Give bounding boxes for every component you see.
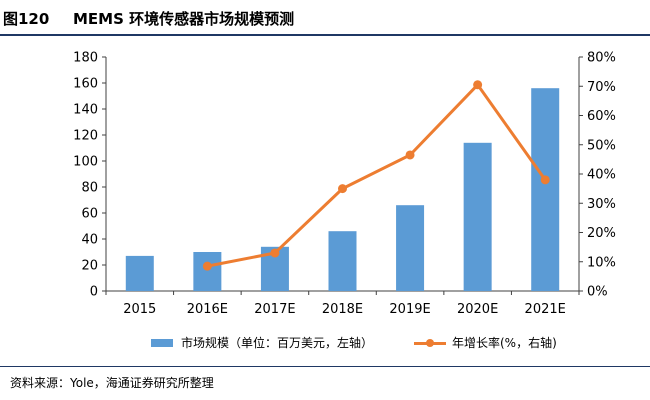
right-tick-label: 10% [587, 255, 616, 270]
x-tick-label: 2017E [254, 302, 295, 317]
chart-canvas: 0 20 40 60 80 100 120 140 160 180 0% 10% 20% 30% 40% 50… [73, 51, 616, 318]
x-tick-label: 2015 [123, 302, 156, 317]
line-series [202, 80, 550, 271]
chart-axes: 0 20 40 60 80 100 120 140 160 180 0% 10% 20% 30% 40% 50… [73, 51, 616, 318]
bar [463, 142, 492, 291]
left-tick-label: 20 [81, 259, 98, 274]
legend-line-marker [426, 339, 434, 347]
right-tick-label: 40% [587, 168, 616, 183]
growth-line [207, 83, 547, 268]
right-tick-label: 80% [587, 51, 616, 66]
bar [328, 231, 357, 291]
x-tick-label: 2018E [322, 302, 363, 317]
right-tick-label: 60% [587, 109, 616, 124]
legend-line-label: 年增长率(%，右轴) [452, 336, 557, 350]
x-tick-label: 2016E [187, 302, 228, 317]
left-tick-label: 40 [81, 233, 98, 248]
left-tick-label: 160 [73, 77, 98, 92]
line-point [540, 175, 550, 185]
footer-rule [0, 366, 650, 367]
bar-series [125, 88, 560, 291]
bar [193, 252, 222, 291]
left-tick-label: 60 [81, 207, 98, 222]
line-point [338, 184, 347, 194]
left-tick-label: 180 [73, 51, 98, 66]
figure-number: 图120 [3, 10, 50, 28]
right-tick-label: 0% [587, 285, 608, 300]
right-tick-label: 50% [587, 138, 616, 153]
x-tick-label: 2019E [389, 302, 430, 317]
legend-bar-label: 市场规模（单位：百万美元，左轴） [181, 336, 374, 350]
bar [396, 205, 425, 291]
line-point [202, 261, 212, 271]
legend-bar-swatch [151, 339, 173, 347]
line-point [270, 248, 280, 258]
left-tick-label: 80 [81, 181, 98, 196]
bar [531, 88, 560, 291]
right-tick-label: 20% [587, 226, 616, 241]
figure-header: 图120 MEMS 环境传感器市场规模预测 [0, 0, 650, 36]
x-tick-label: 2021E [525, 302, 566, 317]
right-tick-label: 70% [587, 80, 616, 95]
left-tick-label: 0 [90, 285, 98, 300]
left-tick-label: 120 [73, 129, 98, 144]
left-tick-label: 100 [73, 155, 98, 170]
left-tick-label: 140 [73, 103, 98, 118]
x-tick-label: 2020E [457, 302, 498, 317]
line-point [405, 150, 415, 160]
right-tick-label: 30% [587, 197, 616, 212]
legend: 市场规模（单位：百万美元，左轴） 年增长率(%，右轴) [0, 333, 650, 353]
source-note: 资料来源：Yole，海通证券研究所整理 [10, 376, 214, 390]
bar [125, 255, 154, 291]
line-point [473, 80, 483, 90]
chart-title: MEMS 环境传感器市场规模预测 [73, 10, 295, 28]
